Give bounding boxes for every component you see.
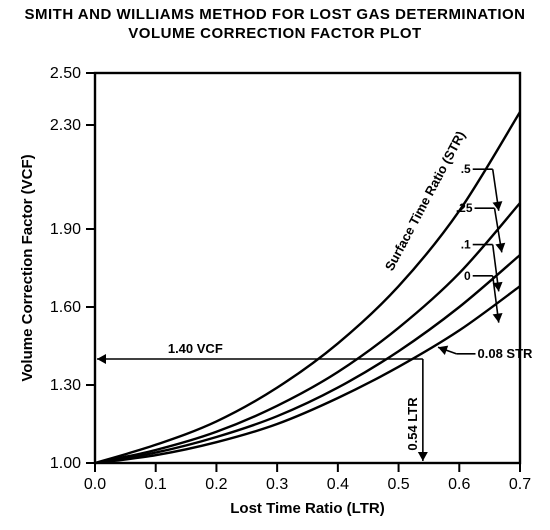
x-tick-label: 0.2 — [205, 476, 227, 493]
title-line-1: SMITH AND WILLIAMS METHOD FOR LOST GAS D… — [0, 6, 550, 25]
str-pointer-label: 0.08 STR — [478, 346, 534, 361]
title-line-2: VOLUME CORRECTION FACTOR PLOT — [0, 25, 550, 44]
y-axis-label: Volume Correction Factor (VCF) — [19, 154, 36, 381]
series-curve — [95, 112, 520, 463]
x-tick-label: 0.6 — [448, 476, 470, 493]
y-tick-label: 2.50 — [50, 65, 81, 82]
series-arrow-head — [493, 313, 503, 323]
y-tick-label: 1.30 — [50, 377, 81, 394]
ltr-arrow-head — [418, 452, 428, 461]
series-label: .1 — [461, 238, 471, 252]
y-tick-label: 1.60 — [50, 299, 81, 316]
chart-title: SMITH AND WILLIAMS METHOD FOR LOST GAS D… — [0, 0, 550, 44]
series-label: 0 — [464, 269, 471, 283]
x-tick-label: 0.5 — [387, 476, 409, 493]
series-label: .25 — [456, 201, 473, 215]
y-tick-label: 2.30 — [50, 117, 81, 134]
ltr-label: 0.54 LTR — [405, 397, 420, 451]
y-tick-label: 1.00 — [50, 455, 81, 472]
vcf-label: 1.40 VCF — [168, 341, 223, 356]
series-arrow-head — [495, 243, 505, 253]
x-tick-label: 0.4 — [327, 476, 349, 493]
x-axis-label: Lost Time Ratio (LTR) — [230, 500, 384, 517]
vcf-arrow-head — [97, 354, 106, 364]
y-tick-label: 1.90 — [50, 221, 81, 238]
x-tick-label: 0.0 — [84, 476, 106, 493]
chart: 0.00.10.20.30.40.50.60.71.001.301.601.90… — [0, 58, 550, 520]
x-tick-label: 0.7 — [509, 476, 531, 493]
series-curve — [95, 286, 520, 463]
x-tick-label: 0.1 — [145, 476, 167, 493]
x-tick-label: 0.3 — [266, 476, 288, 493]
series-label: .5 — [461, 162, 471, 176]
